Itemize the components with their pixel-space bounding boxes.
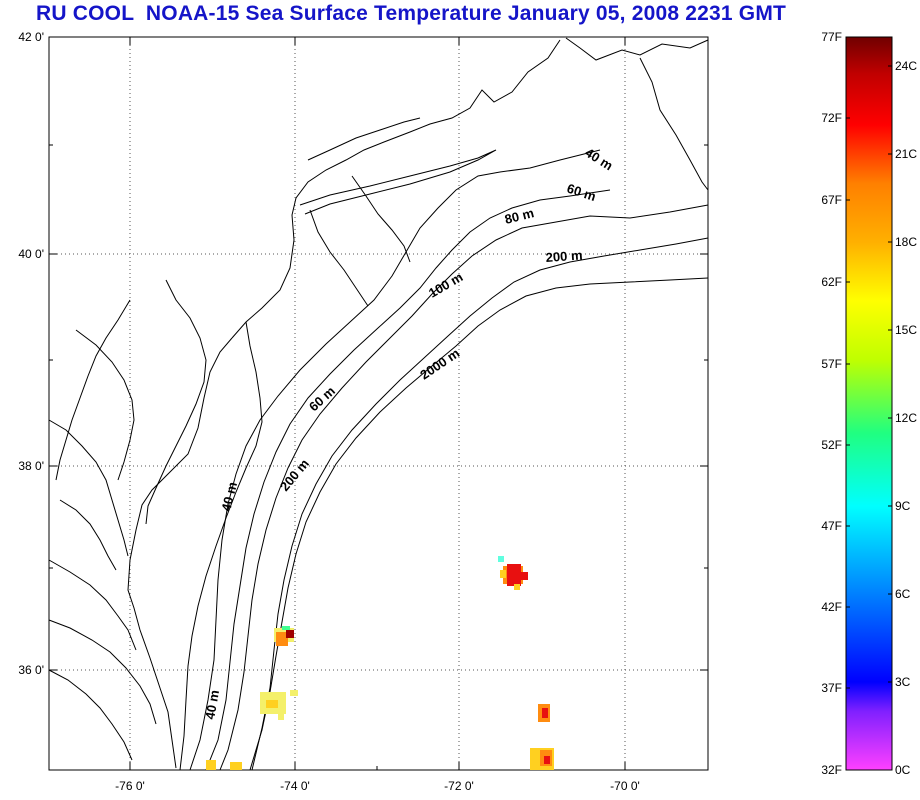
colorbar-c-label-18: 18C xyxy=(895,235,917,249)
colorbar-c-label-6: 6C xyxy=(895,587,911,601)
sst-patch-south-71w xyxy=(530,704,554,770)
lat-label-40: 40 0' xyxy=(18,247,44,261)
lat-label-36: 36 0' xyxy=(18,663,44,677)
isobath-label-200m-north: 200 m xyxy=(545,247,583,265)
sst-patch-south-shelf xyxy=(260,690,298,720)
colorbar-c-label-9: 9C xyxy=(895,499,911,513)
lon-label-72: -72 0' xyxy=(444,779,474,793)
map-frame xyxy=(48,36,709,771)
isobath-label-40m-south: 40 m xyxy=(202,689,222,721)
lat-label-38: 38 0' xyxy=(18,459,44,473)
sst-patches xyxy=(206,556,554,770)
colorbar-c-label-3: 3C xyxy=(895,675,911,689)
colorbar-f-label-67: 67F xyxy=(821,193,842,207)
coastline xyxy=(48,37,709,771)
colorbar-f-label-77: 77F xyxy=(821,30,842,44)
lon-label-70: -70 0' xyxy=(610,779,640,793)
isobath-label-40m-mid: 40 m xyxy=(218,480,240,512)
colorbar-f-label-37: 37F xyxy=(821,681,842,695)
lat-label-42: 42 0' xyxy=(18,30,44,44)
colorbar-c-label-15: 15C xyxy=(895,323,917,337)
colorbar-f-label-57: 57F xyxy=(821,357,842,371)
colorbar-f-label-42: 42F xyxy=(821,600,842,614)
colorbar-c-label-21: 21C xyxy=(895,147,917,161)
colorbar-f-label-72: 72F xyxy=(821,111,842,125)
sst-patch-offshore-warm xyxy=(498,556,528,590)
colorbar-f-label-47: 47F xyxy=(821,519,842,533)
colorbar-c-label-0: 0C xyxy=(895,763,911,777)
colorbar-f-label-32: 32F xyxy=(821,763,842,777)
colorbar xyxy=(845,36,893,771)
colorbar-ticks xyxy=(846,65,892,689)
sst-patch-bottom-left xyxy=(206,760,242,770)
colorbar-f-label-62: 62F xyxy=(821,275,842,289)
axis-ticks xyxy=(49,36,708,770)
lon-label-74: -74 0' xyxy=(280,779,310,793)
lon-label-76: -76 0' xyxy=(115,779,145,793)
sst-patch-nearshore-74w xyxy=(274,626,294,646)
colorbar-f-label-52: 52F xyxy=(821,438,842,452)
map-title: RU COOL NOAA-15 Sea Surface Temperature … xyxy=(36,2,787,25)
isobath-label-80m: 80 m xyxy=(503,205,535,227)
colorbar-c-label-12: 12C xyxy=(895,411,917,425)
colorbar-c-label-24: 24C xyxy=(895,59,917,73)
